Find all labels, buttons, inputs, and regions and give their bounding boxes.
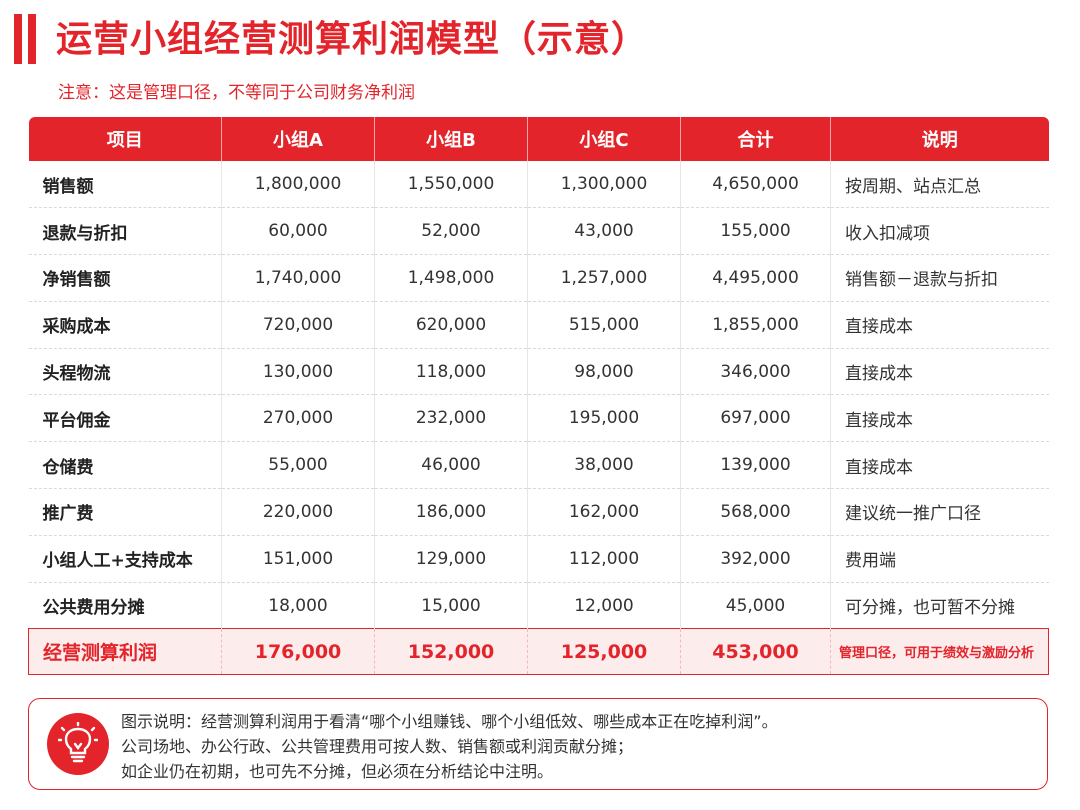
total-cell: 453,000 (680, 628, 831, 676)
table-row: 退款与折扣 60,000 52,000 43,000 155,000 收入扣减项 (28, 207, 1049, 256)
row-label: 销售额 (28, 161, 222, 209)
note-line: 图示说明：经营测算利润用于看清“哪个小组赚钱、哪个小组低效、哪些成本正在吃掉利润… (121, 712, 778, 731)
value-cell: 1,740,000 (221, 254, 375, 302)
value-cell: 43,000 (527, 207, 681, 256)
row-note: 收入扣减项 (830, 207, 1049, 256)
value-cell: 155,000 (680, 207, 831, 256)
total-cell: 125,000 (527, 628, 681, 676)
note-text: 图示说明：经营测算利润用于看清“哪个小组赚钱、哪个小组低效、哪些成本正在吃掉利润… (121, 709, 778, 784)
column-header: 小组B (374, 117, 528, 161)
row-note: 直接成本 (830, 301, 1049, 349)
row-label: 平台佣金 (28, 394, 222, 443)
value-cell: 1,498,000 (374, 254, 528, 302)
value-cell: 46,000 (374, 441, 528, 490)
table-row: 采购成本 720,000 620,000 515,000 1,855,000 直接成本 (28, 301, 1049, 349)
value-cell: 15,000 (374, 582, 528, 630)
value-cell: 60,000 (221, 207, 375, 256)
value-cell: 346,000 (680, 348, 831, 396)
profit-table: 项目 小组A 小组B 小组C 合计 说明 销售额 1,800,000 1,550,0… (28, 117, 1049, 676)
row-label: 头程物流 (28, 348, 222, 396)
value-cell: 139,000 (680, 441, 831, 490)
value-cell: 186,000 (374, 488, 528, 536)
row-label: 小组人工+支持成本 (28, 535, 222, 583)
value-cell: 515,000 (527, 301, 681, 349)
total-row: 经营测算利润 176,000 152,000 125,000 453,000 管… (28, 628, 1049, 676)
value-cell: 1,257,000 (527, 254, 681, 302)
value-cell: 18,000 (221, 582, 375, 630)
column-header: 项目 (28, 117, 222, 161)
row-label: 采购成本 (28, 301, 222, 349)
note-box: 图示说明：经营测算利润用于看清“哪个小组赚钱、哪个小组低效、哪些成本正在吃掉利润… (28, 698, 1048, 790)
row-note: 可分摊，也可暂不分摊 (830, 582, 1049, 630)
value-cell: 392,000 (680, 535, 831, 583)
total-cell: 176,000 (221, 628, 375, 676)
value-cell: 38,000 (527, 441, 681, 490)
column-header: 小组C (527, 117, 681, 161)
value-cell: 720,000 (221, 301, 375, 349)
table-row: 仓储费 55,000 46,000 38,000 139,000 直接成本 (28, 441, 1049, 490)
accent-bar (28, 14, 36, 64)
row-label: 推广费 (28, 488, 222, 536)
table-row: 平台佣金 270,000 232,000 195,000 697,000 直接成本 (28, 394, 1049, 443)
page-title: 运营小组经营测算利润模型（示意） (56, 19, 649, 60)
value-cell: 12,000 (527, 582, 681, 630)
total-cell: 152,000 (374, 628, 528, 676)
table-row: 头程物流 130,000 118,000 98,000 346,000 直接成本 (28, 348, 1049, 396)
value-cell: 112,000 (527, 535, 681, 583)
row-label: 公共费用分摊 (28, 582, 222, 630)
accent-bar (14, 14, 22, 64)
value-cell: 620,000 (374, 301, 528, 349)
value-cell: 130,000 (221, 348, 375, 396)
value-cell: 4,650,000 (680, 161, 831, 209)
row-label: 净销售额 (28, 254, 222, 302)
value-cell: 270,000 (221, 394, 375, 443)
row-label: 退款与折扣 (28, 207, 222, 256)
value-cell: 52,000 (374, 207, 528, 256)
table-header-row: 项目 小组A 小组B 小组C 合计 说明 (28, 117, 1049, 161)
lightbulb-icon (47, 713, 109, 775)
row-note: 直接成本 (830, 441, 1049, 490)
total-cell: 管理口径，可用于绩效与激励分析 (830, 628, 1049, 676)
value-cell: 1,550,000 (374, 161, 528, 209)
row-label: 仓储费 (28, 441, 222, 490)
value-cell: 162,000 (527, 488, 681, 536)
value-cell: 697,000 (680, 394, 831, 443)
row-note: 销售额－退款与折扣 (830, 254, 1049, 302)
row-note: 按周期、站点汇总 (830, 161, 1049, 209)
value-cell: 232,000 (374, 394, 528, 443)
note-line: 公司场地、办公行政、公共管理费用可按人数、销售额或利润贡献分摊； (121, 737, 634, 756)
value-cell: 1,300,000 (527, 161, 681, 209)
value-cell: 45,000 (680, 582, 831, 630)
row-note: 直接成本 (830, 348, 1049, 396)
value-cell: 568,000 (680, 488, 831, 536)
table-row: 推广费 220,000 186,000 162,000 568,000 建议统一推广口径 (28, 488, 1049, 536)
page-subtitle: 注意：这是管理口径，不等同于公司财务净利润 (58, 83, 415, 103)
column-header: 合计 (680, 117, 831, 161)
note-line: 如企业仍在初期，也可先不分摊，但必须在分析结论中注明。 (121, 762, 554, 781)
value-cell: 220,000 (221, 488, 375, 536)
table-row: 净销售额 1,740,000 1,498,000 1,257,000 4,495,000… (28, 254, 1049, 302)
value-cell: 98,000 (527, 348, 681, 396)
row-note: 建议统一推广口径 (830, 488, 1049, 536)
value-cell: 118,000 (374, 348, 528, 396)
row-note: 费用端 (830, 535, 1049, 583)
value-cell: 1,800,000 (221, 161, 375, 209)
total-cell: 经营测算利润 (28, 628, 222, 676)
value-cell: 151,000 (221, 535, 375, 583)
table-row: 销售额 1,800,000 1,550,000 1,300,000 4,650,000 按… (28, 161, 1049, 209)
column-header: 小组A (221, 117, 375, 161)
value-cell: 129,000 (374, 535, 528, 583)
column-header: 说明 (830, 117, 1049, 161)
value-cell: 1,855,000 (680, 301, 831, 349)
value-cell: 195,000 (527, 394, 681, 443)
value-cell: 55,000 (221, 441, 375, 490)
value-cell: 4,495,000 (680, 254, 831, 302)
table-row: 公共费用分摊 18,000 15,000 12,000 45,000 可分摊，也可暂不分摊 (28, 582, 1049, 630)
table-row: 小组人工+支持成本 151,000 129,000 112,000 392,000 费用端 (28, 535, 1049, 583)
row-note: 直接成本 (830, 394, 1049, 443)
